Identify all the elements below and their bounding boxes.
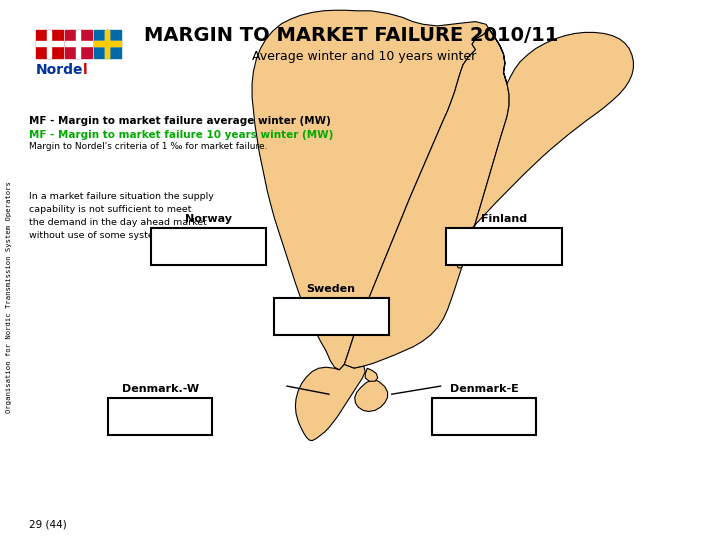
Text: Denmark.-W: Denmark.-W bbox=[122, 383, 199, 394]
Text: MF    2900 MW: MF 2900 MW bbox=[281, 304, 373, 314]
Text: MF    1400 MW: MF 1400 MW bbox=[281, 320, 373, 329]
Polygon shape bbox=[344, 30, 509, 368]
Text: Average winter and 10 years winter: Average winter and 10 years winter bbox=[252, 50, 476, 63]
Text: MF    2300 MW: MF 2300 MW bbox=[454, 249, 545, 259]
Text: MF - Margin to market failure average winter (MW): MF - Margin to market failure average wi… bbox=[29, 117, 330, 126]
Text: MF    3000 MW: MF 3000 MW bbox=[454, 234, 545, 244]
Text: In a market failure situation the supply
capability is not sufficient to meet
th: In a market failure situation the supply… bbox=[29, 192, 214, 240]
Text: Norde: Norde bbox=[36, 63, 84, 77]
Text: Finland: Finland bbox=[481, 213, 527, 224]
Polygon shape bbox=[295, 364, 365, 441]
Text: Organisation for Nordic Transmission System Operators: Organisation for Nordic Transmission Sys… bbox=[6, 181, 12, 413]
Text: MF - Margin to market failure 10 years winter (MW): MF - Margin to market failure 10 years w… bbox=[29, 130, 333, 140]
Text: l: l bbox=[83, 63, 87, 77]
Text: Denmark-E: Denmark-E bbox=[450, 383, 518, 394]
Text: MARGIN TO MARKET FAILURE 2010/11: MARGIN TO MARKET FAILURE 2010/11 bbox=[144, 25, 559, 45]
Text: MF    800 MW: MF 800 MW bbox=[115, 404, 199, 414]
Text: MF    1000 MW: MF 1000 MW bbox=[158, 249, 250, 259]
Text: Norway: Norway bbox=[185, 213, 233, 224]
Polygon shape bbox=[252, 10, 490, 370]
Text: Margin to Nordel's criteria of 1 ‰ for market failure.: Margin to Nordel's criteria of 1 ‰ for m… bbox=[29, 143, 267, 151]
Polygon shape bbox=[451, 30, 634, 268]
Polygon shape bbox=[365, 368, 378, 381]
Text: Sweden: Sweden bbox=[307, 284, 356, 294]
Text: MF    300 MW: MF 300 MW bbox=[439, 404, 523, 414]
Text: MF    200 MW: MF 200 MW bbox=[439, 420, 523, 429]
Text: MF    600 MW: MF 600 MW bbox=[115, 420, 199, 429]
Text: MF    2200 MW: MF 2200 MW bbox=[158, 234, 251, 244]
Polygon shape bbox=[355, 379, 387, 411]
Text: 29 (44): 29 (44) bbox=[29, 520, 66, 530]
